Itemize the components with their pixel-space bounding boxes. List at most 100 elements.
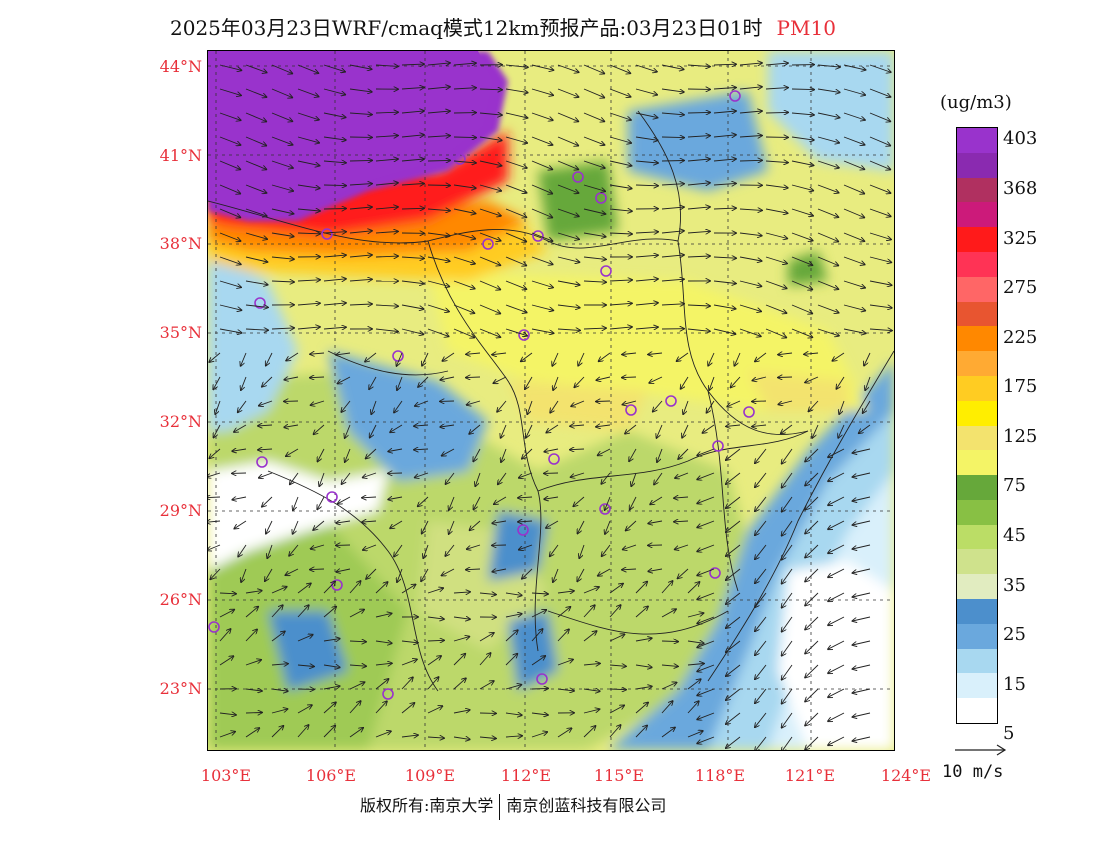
wind-vector: [828, 520, 845, 529]
wind-vector: [765, 88, 788, 89]
wind-vector: [219, 64, 241, 70]
wind-vector: [427, 136, 450, 137]
wind-vector: [338, 376, 351, 384]
wind-vector: [843, 64, 866, 70]
wind-vector: [635, 136, 658, 140]
wind-vector: [677, 352, 689, 361]
wind-vector: [323, 185, 346, 186]
wind-vector: [843, 232, 864, 241]
wind-vector: [609, 725, 621, 738]
wind-vector: [557, 88, 579, 97]
wind-vector: [683, 400, 689, 414]
wind-vector: [661, 64, 684, 69]
wind-vector: [414, 449, 429, 450]
wind-vector: [853, 472, 871, 477]
wind-vector: [336, 353, 351, 355]
wind-vector: [609, 327, 632, 329]
wind-vector: [297, 112, 319, 120]
wind-vector: [583, 257, 606, 259]
wind-vector: [219, 160, 240, 169]
wind-vector: [219, 232, 241, 241]
wind-vector: [809, 400, 819, 411]
wind-vector: [479, 304, 500, 314]
wind-vector: [687, 664, 704, 666]
wind-vector: [687, 329, 710, 331]
wind-vector: [531, 688, 548, 689]
wind-vector: [479, 256, 500, 265]
wind-vector: [245, 305, 268, 307]
wind-vector: [782, 712, 793, 728]
wind-vector: [609, 64, 630, 73]
wind-vector: [648, 569, 663, 571]
wind-vector: [739, 233, 762, 236]
wind-vector: [661, 231, 684, 233]
wind-vector: [418, 376, 429, 387]
wind-vector: [609, 689, 626, 690]
wind-vector: [661, 581, 673, 594]
wind-vector: [583, 605, 595, 618]
wind-vector: [505, 304, 527, 313]
colorbar-label: 5: [1003, 723, 1015, 745]
wind-vector: [479, 633, 494, 642]
wind-vector: [583, 160, 605, 168]
wind-vector: [375, 136, 398, 138]
wind-vector: [453, 637, 469, 642]
wind-vector: [219, 629, 231, 642]
wind-vector: [804, 353, 819, 354]
wind-vector: [726, 496, 741, 508]
wind-vector: [259, 400, 273, 406]
wind-vector: [697, 688, 715, 695]
wind-vector: [241, 568, 247, 582]
wind-vector: [817, 88, 840, 92]
wind-vector: [266, 352, 273, 366]
wind-vector: [649, 376, 663, 383]
wind-vector: [782, 616, 793, 632]
wind-vector: [427, 328, 449, 336]
wind-vector: [864, 352, 871, 366]
wind-vector: [839, 400, 845, 414]
wind-vector: [609, 634, 625, 642]
wind-vector: [578, 520, 585, 533]
wind-vector: [245, 64, 267, 73]
colorbar-label: 225: [1003, 326, 1038, 348]
wind-vector: [828, 736, 845, 745]
wind-vector: [869, 64, 891, 72]
wind-vector: [442, 448, 455, 456]
wind-vector: [375, 112, 398, 113]
wind-vector: [427, 209, 450, 211]
wind-vector: [583, 328, 606, 329]
wind-vector: [778, 400, 793, 404]
wind-vector: [726, 520, 741, 532]
wind-vector: [765, 112, 788, 113]
wind-vector: [422, 352, 429, 366]
wind-vector: [363, 472, 377, 478]
wind-vector: [501, 424, 507, 438]
wind-vector: [609, 280, 632, 281]
colorbar-swatch: [957, 698, 997, 724]
wind-vector: [479, 208, 501, 216]
wind-vector: [557, 64, 579, 72]
wind-vector: [297, 64, 318, 73]
wind-vector: [635, 279, 658, 281]
wind-vector: [531, 232, 553, 241]
lon-label-115: 115°E: [593, 766, 645, 785]
wind-vector: [648, 353, 663, 355]
footer-left: 版权所有:南京大学: [360, 796, 494, 815]
wind-vector: [653, 400, 663, 412]
wind-vector: [349, 231, 372, 233]
wind-vector: [648, 521, 663, 524]
wind-vector: [781, 424, 793, 433]
wind-vector: [479, 113, 502, 115]
wind-vector: [258, 425, 273, 426]
wind-vector: [674, 497, 689, 498]
wind-vector: [505, 654, 517, 666]
wind-vector: [323, 88, 345, 95]
colorbar-swatch: [957, 599, 997, 625]
wind-vector: [531, 713, 548, 715]
wind-vector: [853, 520, 871, 525]
wind-vector: [349, 581, 361, 594]
wind-vector: [739, 63, 762, 65]
wind-vector: [635, 88, 657, 95]
wind-vector: [630, 496, 637, 510]
wind-vector: [635, 232, 658, 233]
